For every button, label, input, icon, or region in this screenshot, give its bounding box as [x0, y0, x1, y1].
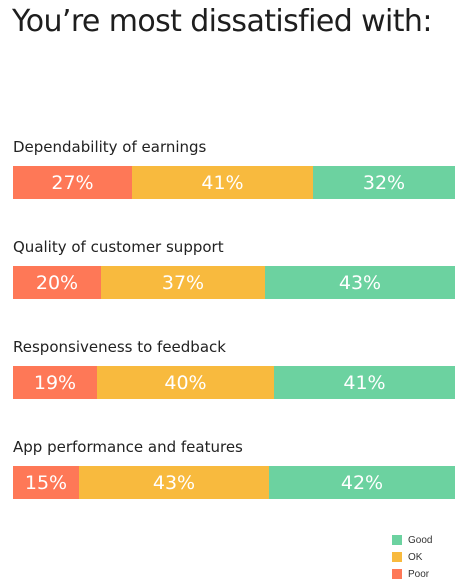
stacked-bar: 27% 41% 32%	[13, 166, 455, 199]
category-label: Quality of customer support	[13, 238, 224, 256]
data-label: 41%	[343, 371, 386, 394]
bar-segment-poor: 15%	[13, 466, 79, 499]
bar-segment-poor: 20%	[13, 266, 101, 299]
bar-segment-poor: 27%	[13, 166, 132, 199]
bar-segment-ok: 37%	[101, 266, 265, 299]
data-label: 19%	[33, 371, 77, 394]
data-label: 37%	[161, 271, 205, 294]
legend-swatch	[392, 535, 402, 545]
bar-segment-ok: 41%	[132, 166, 313, 199]
legend-item: Good	[392, 532, 432, 548]
stacked-bar: 19% 40% 41%	[13, 366, 455, 399]
data-label: 41%	[201, 171, 244, 194]
bar-segment-ok: 40%	[97, 366, 274, 399]
stacked-bar: 20% 37% 43%	[13, 266, 455, 299]
data-label: 43%	[338, 271, 382, 294]
bar-segment-ok: 43%	[79, 466, 269, 499]
bar-segment-good: 32%	[313, 166, 455, 199]
data-label: 27%	[51, 171, 94, 194]
data-label: 15%	[24, 471, 68, 494]
legend-label: Poor	[408, 568, 430, 580]
legend-swatch	[392, 552, 402, 562]
bar-segment-good: 43%	[265, 266, 455, 299]
bar-segment-poor: 19%	[13, 366, 97, 399]
category-label: App performance and features	[13, 438, 243, 456]
data-label: 32%	[362, 171, 406, 194]
data-label: 43%	[152, 471, 196, 494]
chart-legend: Good OK Poor	[392, 532, 432, 583]
legend-label: OK	[408, 551, 423, 563]
legend-label: Good	[408, 534, 433, 546]
bar-segment-good: 42%	[269, 466, 455, 499]
data-label: 40%	[164, 371, 207, 394]
data-label: 20%	[35, 271, 79, 294]
category-label: Dependability of earnings	[13, 138, 207, 156]
legend-swatch	[392, 569, 402, 579]
data-label: 42%	[340, 471, 384, 494]
legend-item: Poor	[392, 566, 432, 582]
stacked-bar: 15% 43% 42%	[13, 466, 455, 499]
chart-title: You’re most dissatisfied with:	[12, 4, 432, 39]
legend-item: OK	[392, 549, 432, 565]
bar-segment-good: 41%	[274, 366, 455, 399]
category-label: Responsiveness to feedback	[13, 338, 226, 356]
